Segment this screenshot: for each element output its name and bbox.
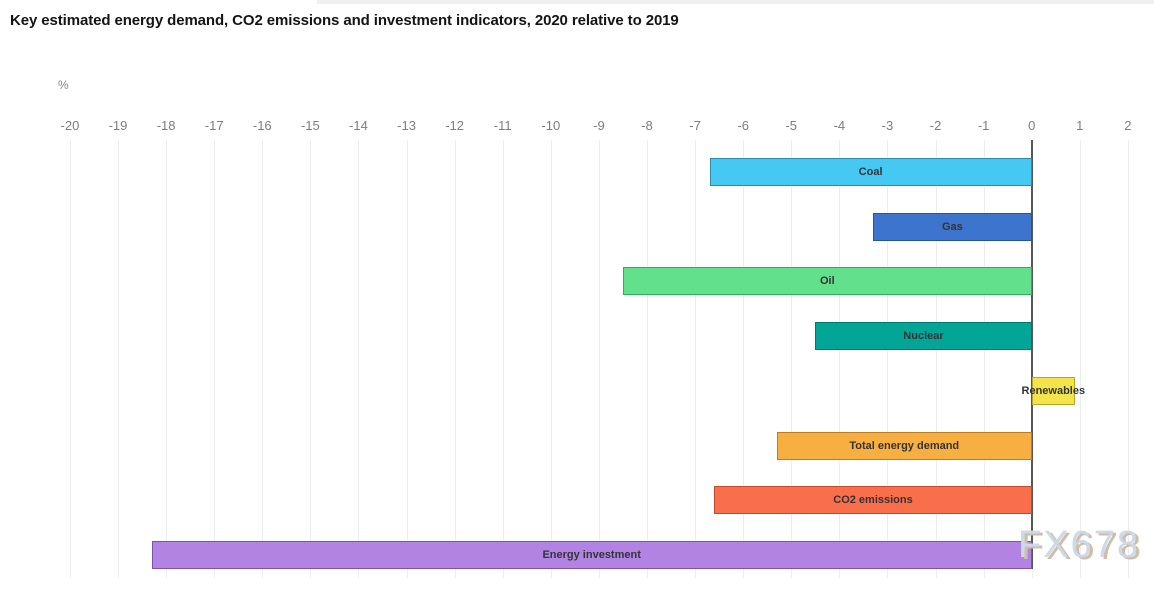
bar-label-co2-emissions: CO2 emissions xyxy=(833,494,913,507)
gridline xyxy=(406,140,408,578)
bar-co2-emissions: CO2 emissions xyxy=(714,486,1032,515)
x-axis-tick-row: -20 -19 -18 -17 -16 -15 -14 -13 -12 -11 -10 -9 -8 -7-… xyxy=(61,118,1150,136)
x-tick-label: -3 xyxy=(881,118,894,133)
bar-label-oil: Oil xyxy=(819,275,835,288)
x-tick-label: -11 xyxy=(493,118,512,133)
zero-axis-line xyxy=(1030,140,1033,569)
x-tick-label: -17 xyxy=(204,118,224,133)
gridline xyxy=(743,140,745,578)
x-tick-label: -15 xyxy=(300,118,320,133)
gridline xyxy=(166,140,168,578)
bar-nuclear: Nuclear xyxy=(815,322,1032,351)
gridline xyxy=(262,140,264,578)
gridline xyxy=(454,140,456,578)
x-tick-label: -16 xyxy=(252,118,272,133)
x-tick-label: -9 xyxy=(593,118,605,133)
x-tick-label: -1 xyxy=(977,118,990,133)
plot-area: Coal Gas Oil Nuclear Renewables Total energy … xyxy=(68,140,1150,580)
gridline xyxy=(646,140,648,578)
x-tick-label: -20 xyxy=(60,118,80,133)
x-tick-label: -5 xyxy=(785,118,798,133)
bar-label-total-energy-demand: Total energy demand xyxy=(849,439,960,452)
axis-unit-label: % xyxy=(58,78,69,92)
x-tick-label: 1 xyxy=(1076,118,1084,133)
chart-title: Key estimated energy demand, CO2 emissio… xyxy=(10,12,679,29)
gridline xyxy=(214,140,216,578)
bar-total-energy-demand: Total energy demand xyxy=(776,431,1032,460)
x-tick-label: -7 xyxy=(689,118,701,133)
x-tick-label: 0 xyxy=(1028,118,1036,133)
gridline xyxy=(935,140,937,578)
gridline xyxy=(983,140,985,578)
gridline xyxy=(887,140,889,578)
x-tick-label: -2 xyxy=(929,118,942,133)
bar-label-gas: Gas xyxy=(941,220,963,233)
x-tick-label: -13 xyxy=(397,118,416,133)
gridline xyxy=(502,140,504,578)
x-tick-label: -10 xyxy=(541,118,561,133)
top-divider xyxy=(317,0,1154,4)
gridline xyxy=(791,140,793,578)
x-tick-label: -19 xyxy=(108,118,128,133)
gridline xyxy=(598,140,600,578)
gridline xyxy=(358,140,360,578)
gridline xyxy=(839,140,841,578)
x-tick-label: -12 xyxy=(445,118,465,133)
gridline xyxy=(69,140,71,578)
gridline xyxy=(695,140,697,578)
bar-gas: Gas xyxy=(873,212,1032,241)
gridline xyxy=(118,140,119,578)
bar-energy-investment: Energy investment xyxy=(151,540,1032,569)
bar-label-renewables: Renewables xyxy=(1021,384,1086,397)
gridline xyxy=(1127,140,1129,578)
x-tick-label: -14 xyxy=(349,118,368,133)
bar-coal: Coal xyxy=(709,158,1032,186)
bar-label-coal: Coal xyxy=(858,166,883,178)
bar-oil: Oil xyxy=(622,267,1032,296)
bar-label-nuclear: Nuclear xyxy=(903,330,944,343)
gridline xyxy=(1079,140,1081,578)
bar-label-energy-investment: Energy investment xyxy=(542,548,641,561)
bar-renewables: Renewables xyxy=(1022,376,1085,405)
x-tick-label: 2 xyxy=(1124,118,1132,133)
gridline xyxy=(310,140,312,578)
gridline xyxy=(550,140,552,578)
x-tick-label: -4 xyxy=(833,118,846,133)
x-tick-label: -8 xyxy=(641,118,653,133)
watermark: FX678 xyxy=(1018,524,1140,566)
x-tick-label: -18 xyxy=(156,118,176,133)
x-tick-label: -6 xyxy=(737,118,749,133)
